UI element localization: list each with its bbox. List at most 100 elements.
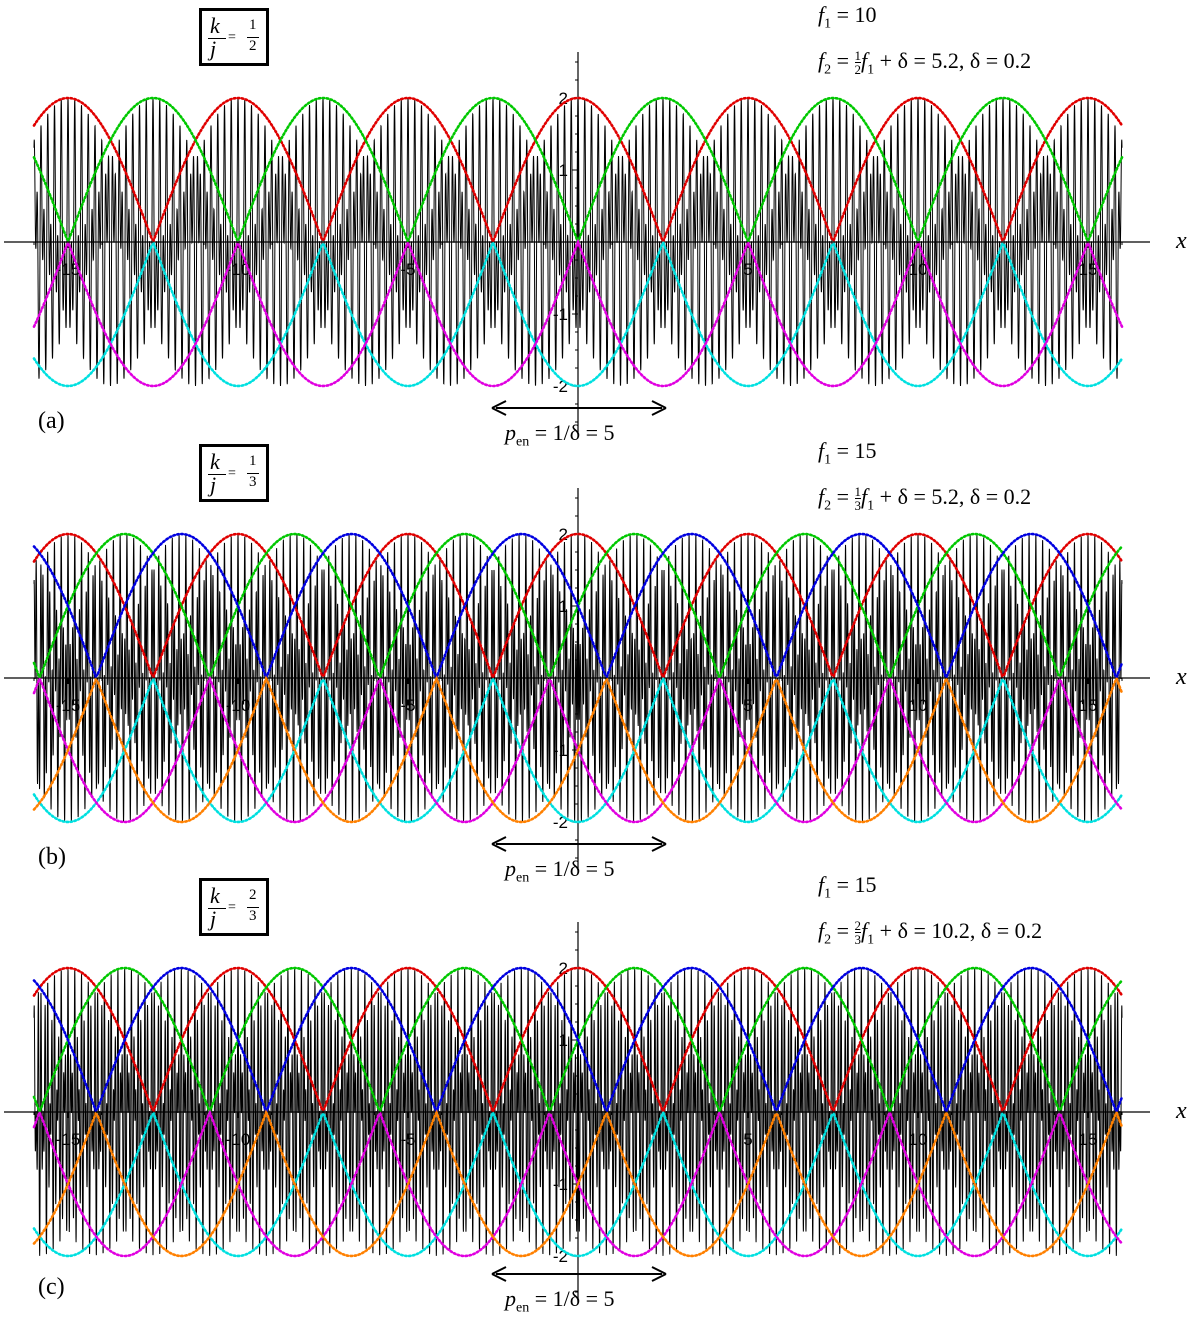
ratio-j: j [210, 36, 217, 61]
y-tick-label: -1 [553, 1175, 568, 1194]
f2-annotation: f2 = 2 3 f1 + δ = 10.2, δ = 0.2 [818, 918, 1043, 948]
x-tick-label: 15 [1079, 696, 1098, 715]
x-tick-label: -15 [56, 260, 81, 279]
x-axis-label: x [1176, 664, 1187, 690]
ratio-eq: = [228, 30, 236, 45]
ratio-bar [208, 908, 226, 909]
arrow-head-right [651, 400, 667, 416]
envelope-series [32, 1109, 1124, 1258]
f2-rest: + δ = 5.2, δ = 0.2 [879, 484, 1032, 509]
f2-annotation: f2 = 1 2 f1 + δ = 5.2, δ = 0.2 [818, 48, 1032, 78]
x-tick-label: 10 [909, 260, 928, 279]
x-tick-label: 15 [1079, 1130, 1098, 1149]
f2-rest: + δ = 5.2, δ = 0.2 [879, 48, 1032, 73]
f2-annotation: f2 = 1 3 f1 + δ = 5.2, δ = 0.2 [818, 484, 1032, 514]
envelope-series [32, 675, 1124, 824]
y-tick-label: 2 [559, 89, 568, 108]
y-tick-label: -1 [553, 305, 568, 324]
x-tick-label: 5 [743, 1130, 752, 1149]
panel-letter: (b) [38, 844, 66, 870]
ratio-k: k [210, 13, 220, 38]
ratio-den-bar [247, 473, 259, 474]
y-tick-label: 1 [559, 1031, 568, 1050]
x-tick-label: -10 [226, 1130, 251, 1149]
y-tick-label: 2 [559, 525, 568, 544]
ratio-den: 3 [249, 474, 257, 490]
ratio-j: j [210, 906, 217, 931]
ratio-bar [208, 38, 226, 39]
arrow-head-right [651, 1266, 667, 1282]
envelope-series [32, 532, 1124, 681]
panel-b: -15 -10 -5 5 10 15 2 1 -1 -2 k j = 1 3 f1 = 15 f2… [0, 436, 1204, 885]
envelope-series [32, 966, 1124, 1115]
arrow-head-left [491, 400, 507, 416]
ratio-k: k [210, 883, 220, 908]
ratio-k: k [210, 449, 220, 474]
arrow-head-left [491, 836, 507, 852]
x-tick-label: -15 [56, 1130, 81, 1149]
ratio-bar [208, 474, 226, 475]
ratio-eq: = [228, 900, 236, 915]
x-tick-label: -5 [400, 1130, 415, 1149]
ratio-den-bar [247, 37, 259, 38]
f2-frac-num: 2 [854, 918, 862, 934]
envelope-series [32, 1109, 1124, 1258]
ratio-box: k j = 1 2 [199, 8, 269, 66]
f2-frac-den: 2 [854, 62, 862, 78]
ratio-j: j [210, 472, 217, 497]
ratio-den-bar [247, 907, 259, 908]
x-axis-label: x [1176, 1098, 1187, 1124]
panel-a: -15 -10 -5 5 10 15 2 1 -1 -2 k j = 1 2 f1 = 10 f2… [0, 0, 1204, 449]
arrow-head-right [651, 836, 667, 852]
panel-c: -15 -10 -5 5 10 15 2 1 -1 -2 k j = 2 3 f1 = 15 f2… [0, 870, 1204, 1315]
x-tick-label: 10 [909, 696, 928, 715]
ratio-num: 2 [249, 887, 257, 903]
f1-value: = 10 [836, 2, 877, 27]
x-tick-label: -5 [400, 696, 415, 715]
ratio-num: 1 [249, 453, 257, 469]
x-tick-label: 15 [1079, 260, 1098, 279]
f1-value: = 15 [836, 438, 877, 463]
ratio-den: 2 [249, 38, 257, 54]
x-tick-label: 5 [743, 260, 752, 279]
envelope-series [32, 96, 1124, 245]
envelope-series [32, 238, 1124, 388]
pen-label: pen = 1/δ = 5 [505, 1286, 615, 1316]
panel-letter: (c) [38, 1274, 65, 1300]
ratio-den: 3 [249, 908, 257, 924]
x-tick-label: -10 [226, 696, 251, 715]
x-axis-label: x [1176, 228, 1187, 254]
panel-letter: (a) [38, 408, 65, 434]
envelope-series [32, 966, 1124, 1115]
f2-frac-num: 1 [854, 48, 862, 64]
y-tick-label: 2 [559, 959, 568, 978]
f2-frac-den: 3 [854, 932, 862, 948]
y-tick-label: -1 [553, 741, 568, 760]
y-tick-label: 1 [559, 597, 568, 616]
x-tick-label: -15 [56, 696, 81, 715]
x-tick-label: 5 [743, 696, 752, 715]
f2-frac-den: 3 [854, 498, 862, 514]
ratio-box: k j = 2 3 [199, 878, 269, 936]
ratio-eq: = [228, 466, 236, 481]
f1-value: = 15 [836, 872, 877, 897]
ratio-num: 1 [249, 17, 257, 33]
f1-annotation: f1 = 15 [818, 872, 877, 902]
y-tick-label: 1 [559, 161, 568, 180]
f1-annotation: f1 = 10 [818, 2, 877, 32]
f2-rest: + δ = 10.2, δ = 0.2 [879, 918, 1043, 943]
pen-label: pen = 1/δ = 5 [505, 420, 615, 450]
x-tick-label: -10 [226, 260, 251, 279]
pen-label: pen = 1/δ = 5 [505, 856, 615, 886]
arrow-head-left [491, 1266, 507, 1282]
x-tick-label: -5 [400, 260, 415, 279]
x-tick-label: 10 [909, 1130, 928, 1149]
envelope-series [32, 675, 1124, 824]
f2-frac-num: 1 [854, 484, 862, 500]
ratio-box: k j = 1 3 [199, 444, 269, 502]
f1-annotation: f1 = 15 [818, 438, 877, 468]
envelope-series [32, 532, 1124, 681]
envelope-series [32, 239, 1124, 388]
